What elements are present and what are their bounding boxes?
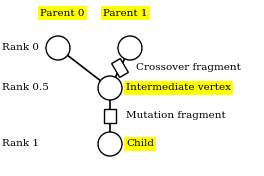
Text: Parent 0: Parent 0 [40,8,84,17]
Text: Rank 1: Rank 1 [2,140,39,149]
Text: Rank 0: Rank 0 [2,43,39,52]
Text: Intermediate vertex: Intermediate vertex [126,83,231,93]
Circle shape [98,132,122,156]
Circle shape [46,36,70,60]
Bar [104,109,116,123]
Text: Child: Child [126,140,154,149]
Text: Mutation fragment: Mutation fragment [126,112,226,121]
Text: Rank 0.5: Rank 0.5 [2,83,49,93]
Circle shape [98,76,122,100]
Text: Crossover fragment: Crossover fragment [136,64,241,73]
Circle shape [118,36,142,60]
Bar [112,59,128,77]
Text: Parent 1: Parent 1 [103,8,148,17]
